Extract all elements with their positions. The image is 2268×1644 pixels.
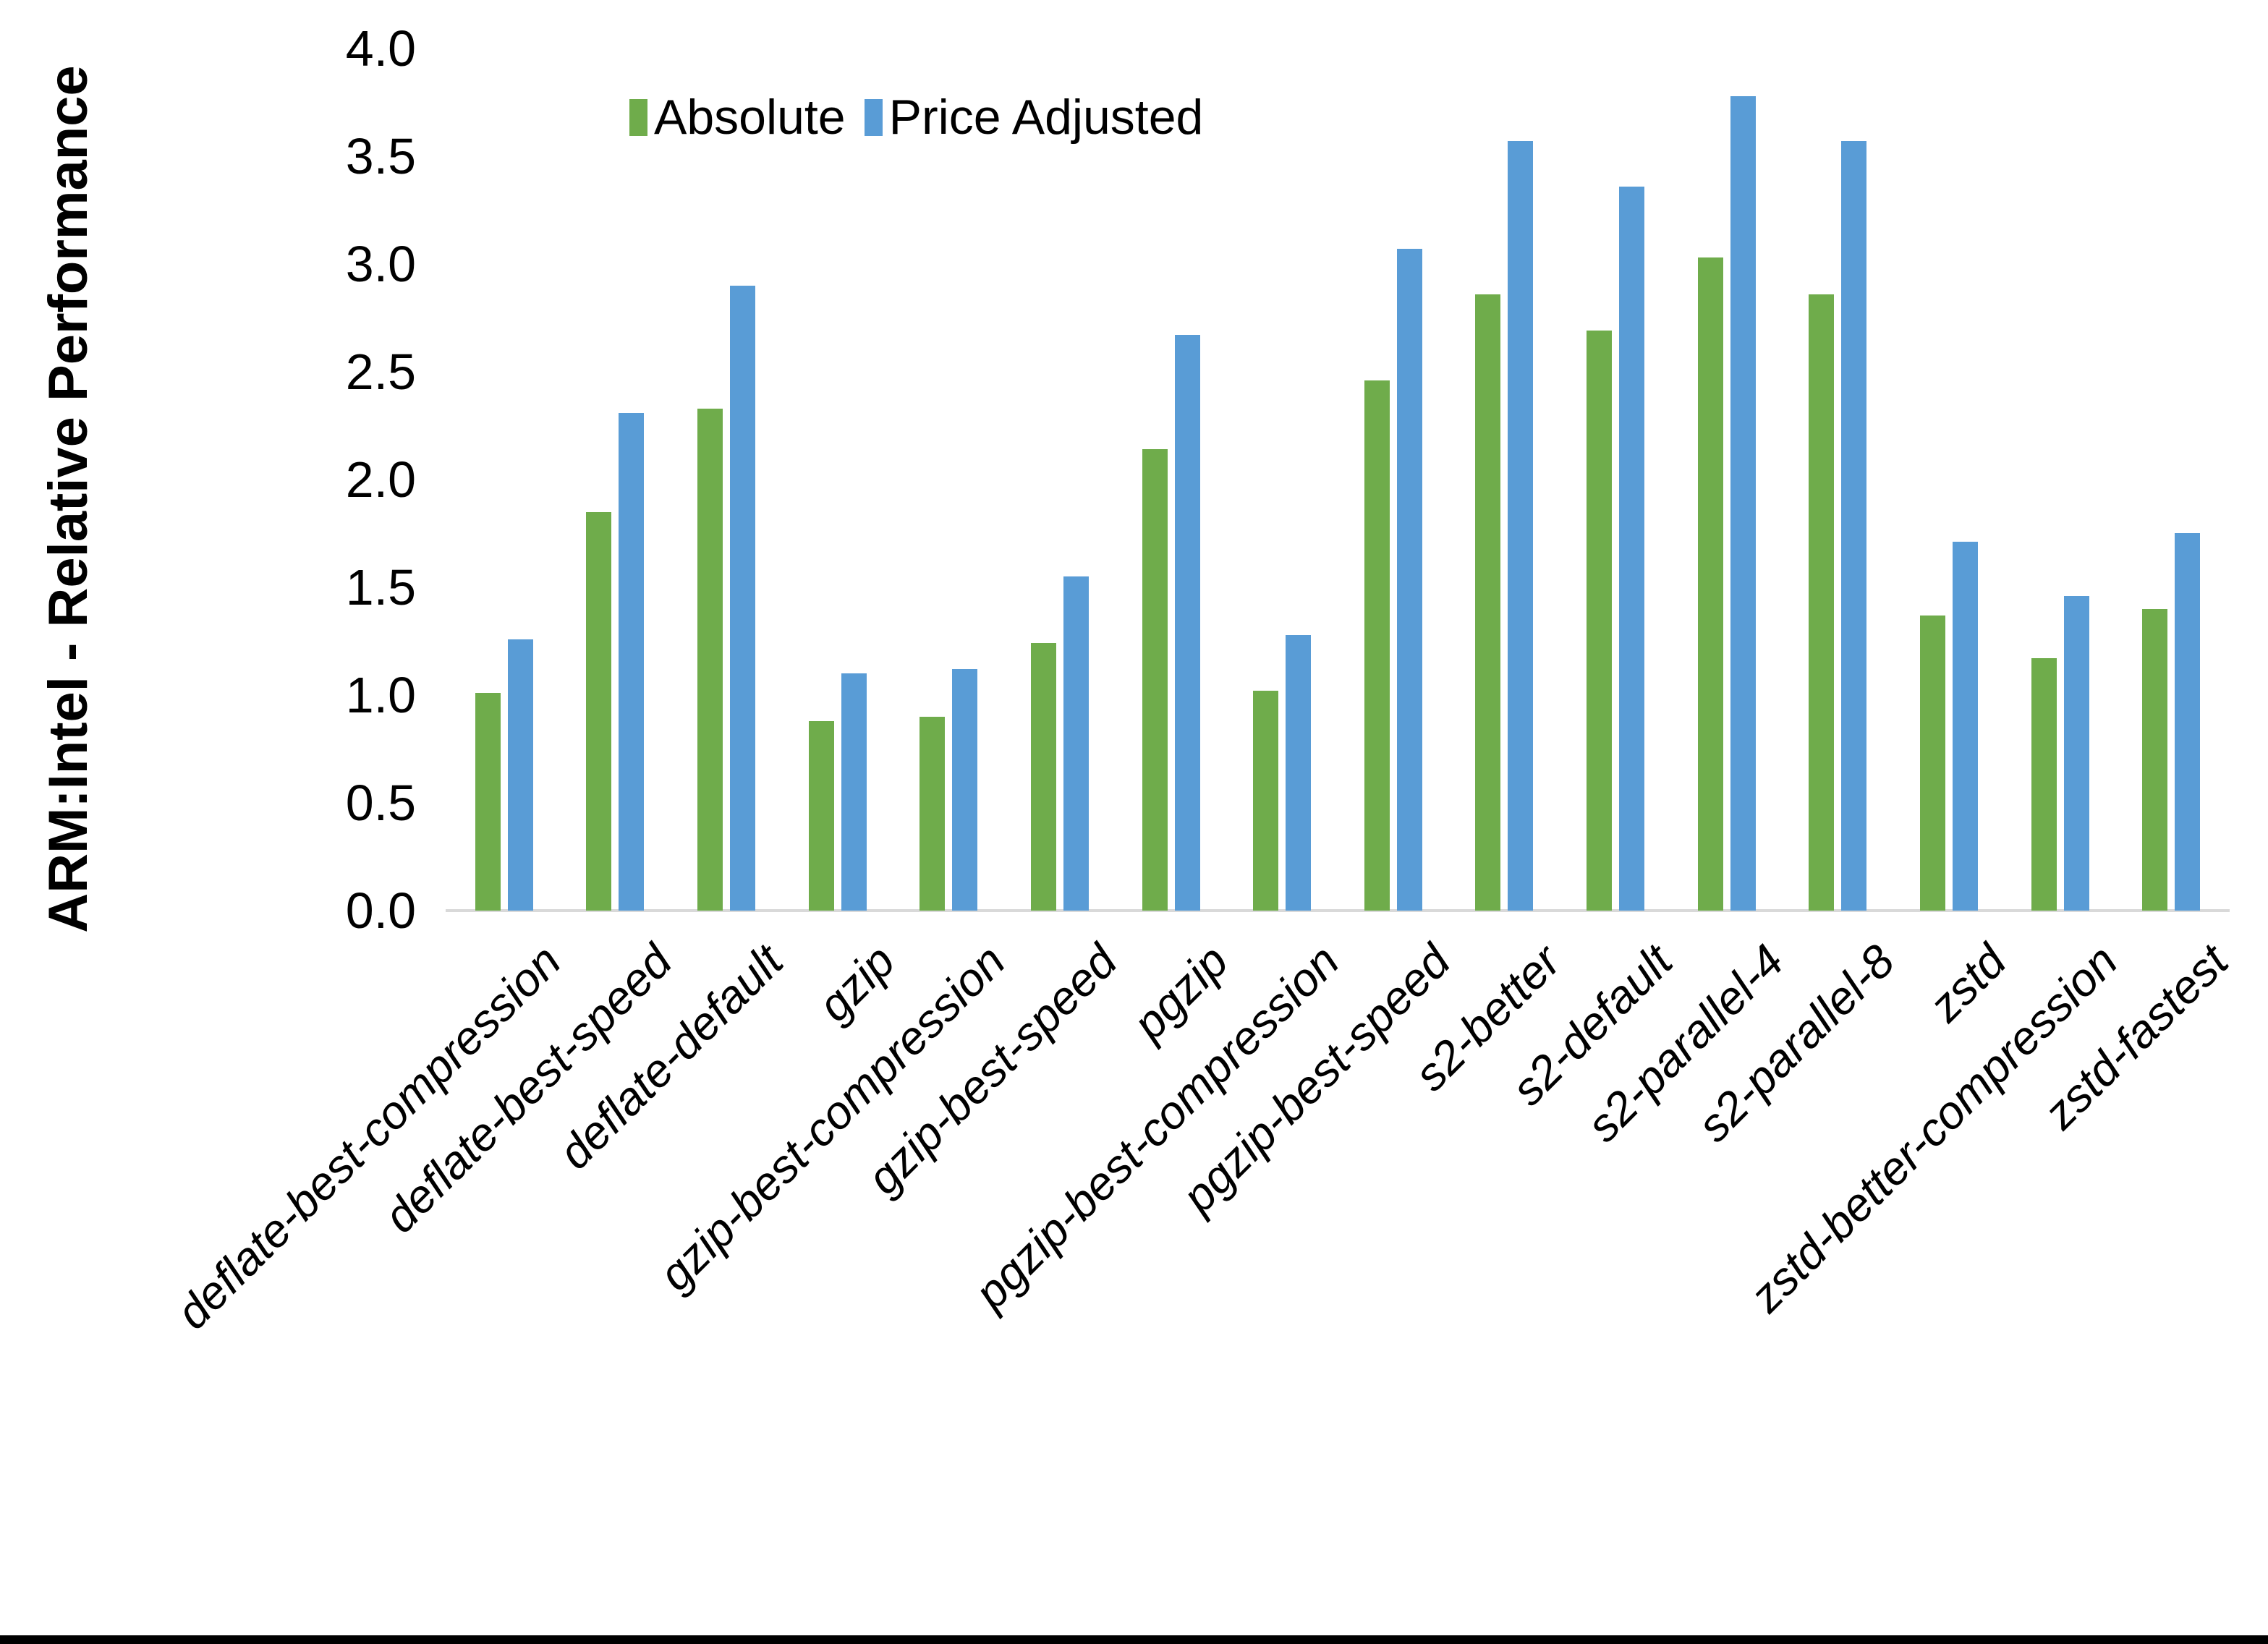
- bar-price-adjusted-s2-better: [1508, 141, 1533, 911]
- bar-absolute-zstd: [1920, 616, 1945, 911]
- bar-price-adjusted-deflate-best-speed: [619, 413, 644, 911]
- bar-price-adjusted-s2-default: [1619, 187, 1644, 911]
- y-tick-label: 2.5: [345, 344, 416, 400]
- bar-absolute-zstd-fastest: [2142, 609, 2167, 911]
- bar-price-adjusted-gzip-best-speed: [1063, 576, 1089, 911]
- bar-absolute-s2-better: [1475, 294, 1500, 911]
- bar-absolute-deflate-best-compression: [475, 693, 501, 911]
- legend: Absolute Price Adjusted: [629, 93, 1203, 142]
- legend-swatch-price-adjusted: [864, 98, 883, 136]
- bar-price-adjusted-s2-parallel-4: [1730, 96, 1756, 911]
- bar-absolute-pgzip-best-compression: [1253, 691, 1278, 911]
- bar-price-adjusted-zstd-fastest: [2175, 533, 2200, 911]
- bar-absolute-zstd-better-compression: [2031, 658, 2057, 911]
- bar-absolute-deflate-default: [697, 409, 723, 911]
- bar-price-adjusted-deflate-default: [730, 286, 755, 911]
- legend-label-absolute: Absolute: [654, 90, 846, 145]
- bar-price-adjusted-zstd-better-compression: [2064, 596, 2089, 911]
- bar-absolute-gzip-best-speed: [1031, 643, 1056, 911]
- bar-absolute-s2-default: [1587, 331, 1612, 911]
- y-tick-label: 3.0: [345, 236, 416, 292]
- bar-absolute-s2-parallel-4: [1698, 257, 1723, 911]
- bar-absolute-pgzip-best-speed: [1364, 380, 1390, 911]
- bar-price-adjusted-s2-parallel-8: [1841, 141, 1866, 911]
- y-tick-label: 0.5: [345, 775, 416, 831]
- y-tick-label: 1.5: [345, 559, 416, 616]
- bar-absolute-s2-parallel-8: [1809, 294, 1834, 911]
- bar-price-adjusted-gzip: [841, 673, 867, 911]
- bar-price-adjusted-zstd: [1953, 542, 1978, 911]
- bar-price-adjusted-pgzip: [1175, 335, 1200, 911]
- bar-absolute-deflate-best-speed: [586, 512, 611, 911]
- legend-label-price-adjusted: Price Adjusted: [888, 90, 1204, 145]
- bar-price-adjusted-gzip-best-compression: [952, 669, 977, 911]
- bar-price-adjusted-pgzip-best-compression: [1286, 635, 1311, 911]
- bar-price-adjusted-deflate-best-compression: [508, 639, 533, 911]
- y-tick-label: 0.0: [345, 882, 416, 939]
- y-tick-label: 1.0: [345, 667, 416, 723]
- bar-absolute-gzip: [809, 721, 834, 911]
- legend-swatch-absolute: [629, 98, 647, 136]
- bottom-border: [0, 1635, 2268, 1644]
- bar-absolute-pgzip: [1142, 449, 1168, 911]
- bar-price-adjusted-pgzip-best-speed: [1397, 249, 1422, 911]
- bar-absolute-gzip-best-compression: [919, 717, 945, 911]
- y-tick-label: 3.5: [345, 128, 416, 184]
- x-axis-line: [446, 909, 2230, 912]
- y-tick-label: 4.0: [345, 20, 416, 77]
- y-tick-label: 2.0: [345, 451, 416, 508]
